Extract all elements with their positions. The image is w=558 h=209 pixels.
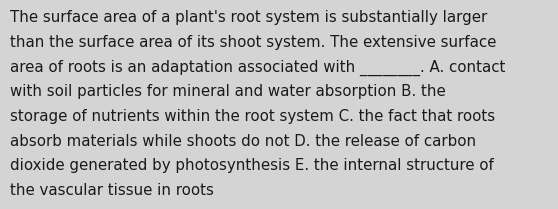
Text: area of roots is an adaptation associated with ________. A. contact: area of roots is an adaptation associate… [10, 60, 506, 76]
Text: with soil particles for mineral and water absorption B. the: with soil particles for mineral and wate… [10, 84, 446, 99]
Text: storage of nutrients within the root system C. the fact that roots: storage of nutrients within the root sys… [10, 109, 495, 124]
Text: dioxide generated by photosynthesis E. the internal structure of: dioxide generated by photosynthesis E. t… [10, 158, 494, 173]
Text: The surface area of a plant's root system is substantially larger: The surface area of a plant's root syste… [10, 10, 487, 25]
Text: the vascular tissue in roots: the vascular tissue in roots [10, 183, 214, 198]
Text: than the surface area of its shoot system. The extensive surface: than the surface area of its shoot syste… [10, 35, 497, 50]
Text: absorb materials while shoots do not D. the release of carbon: absorb materials while shoots do not D. … [10, 134, 476, 149]
